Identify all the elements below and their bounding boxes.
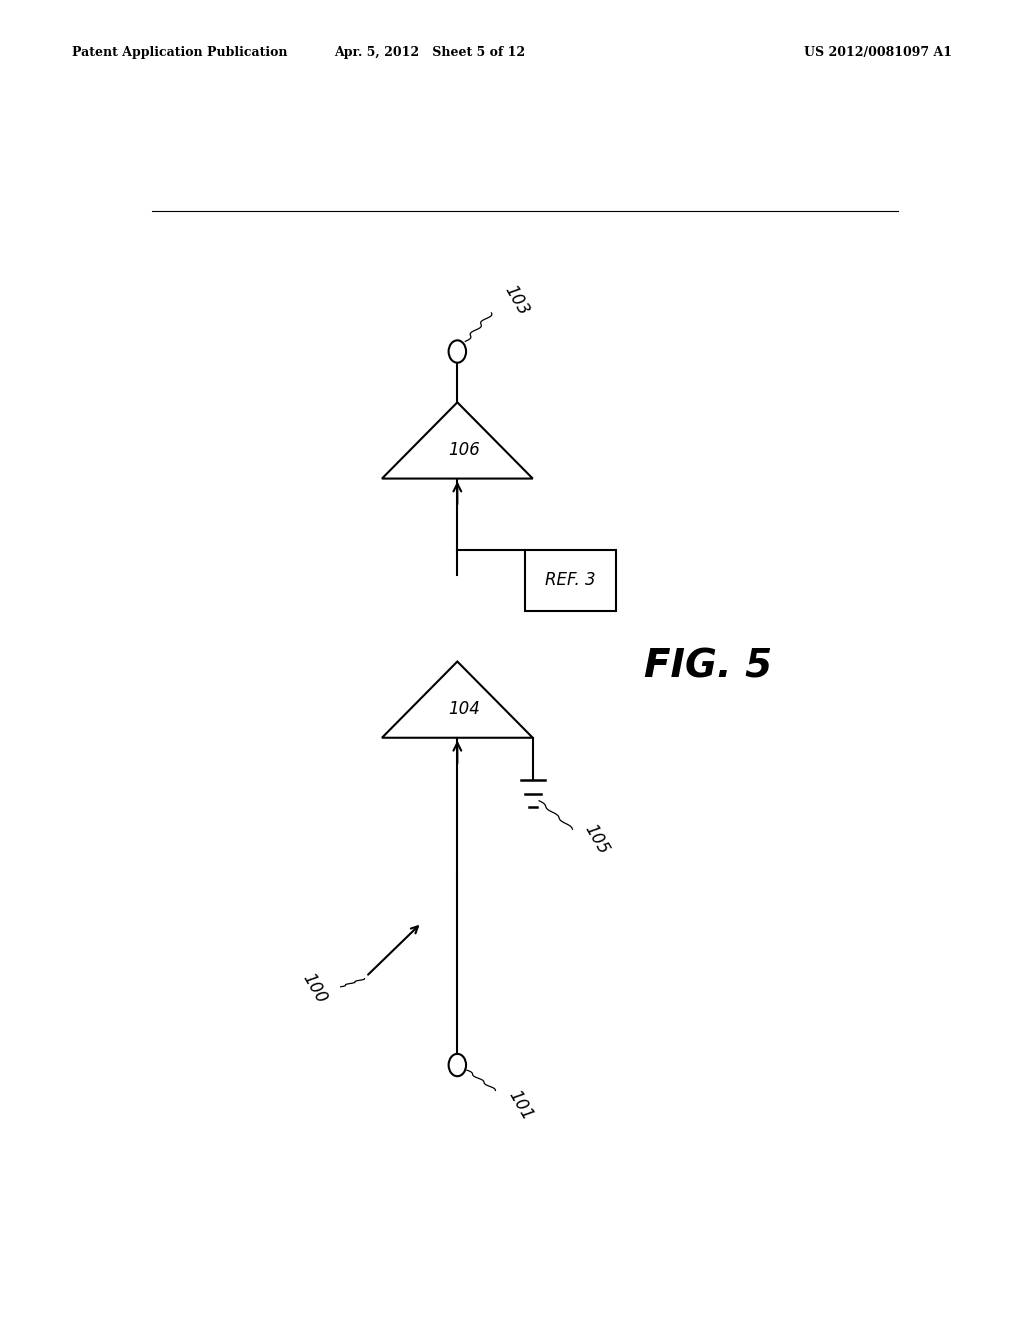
Text: REF. 3: REF. 3 <box>545 572 596 589</box>
Text: 106: 106 <box>447 441 479 458</box>
Text: 100: 100 <box>299 970 330 1007</box>
Text: Apr. 5, 2012   Sheet 5 of 12: Apr. 5, 2012 Sheet 5 of 12 <box>335 46 525 59</box>
Text: Patent Application Publication: Patent Application Publication <box>72 46 287 59</box>
Text: 104: 104 <box>447 700 479 718</box>
Text: 103: 103 <box>501 282 532 319</box>
Text: US 2012/0081097 A1: US 2012/0081097 A1 <box>804 46 952 59</box>
Text: 101: 101 <box>505 1088 537 1125</box>
Text: FIG. 5: FIG. 5 <box>644 648 772 685</box>
Bar <box>524 549 616 611</box>
Text: 105: 105 <box>581 821 612 858</box>
